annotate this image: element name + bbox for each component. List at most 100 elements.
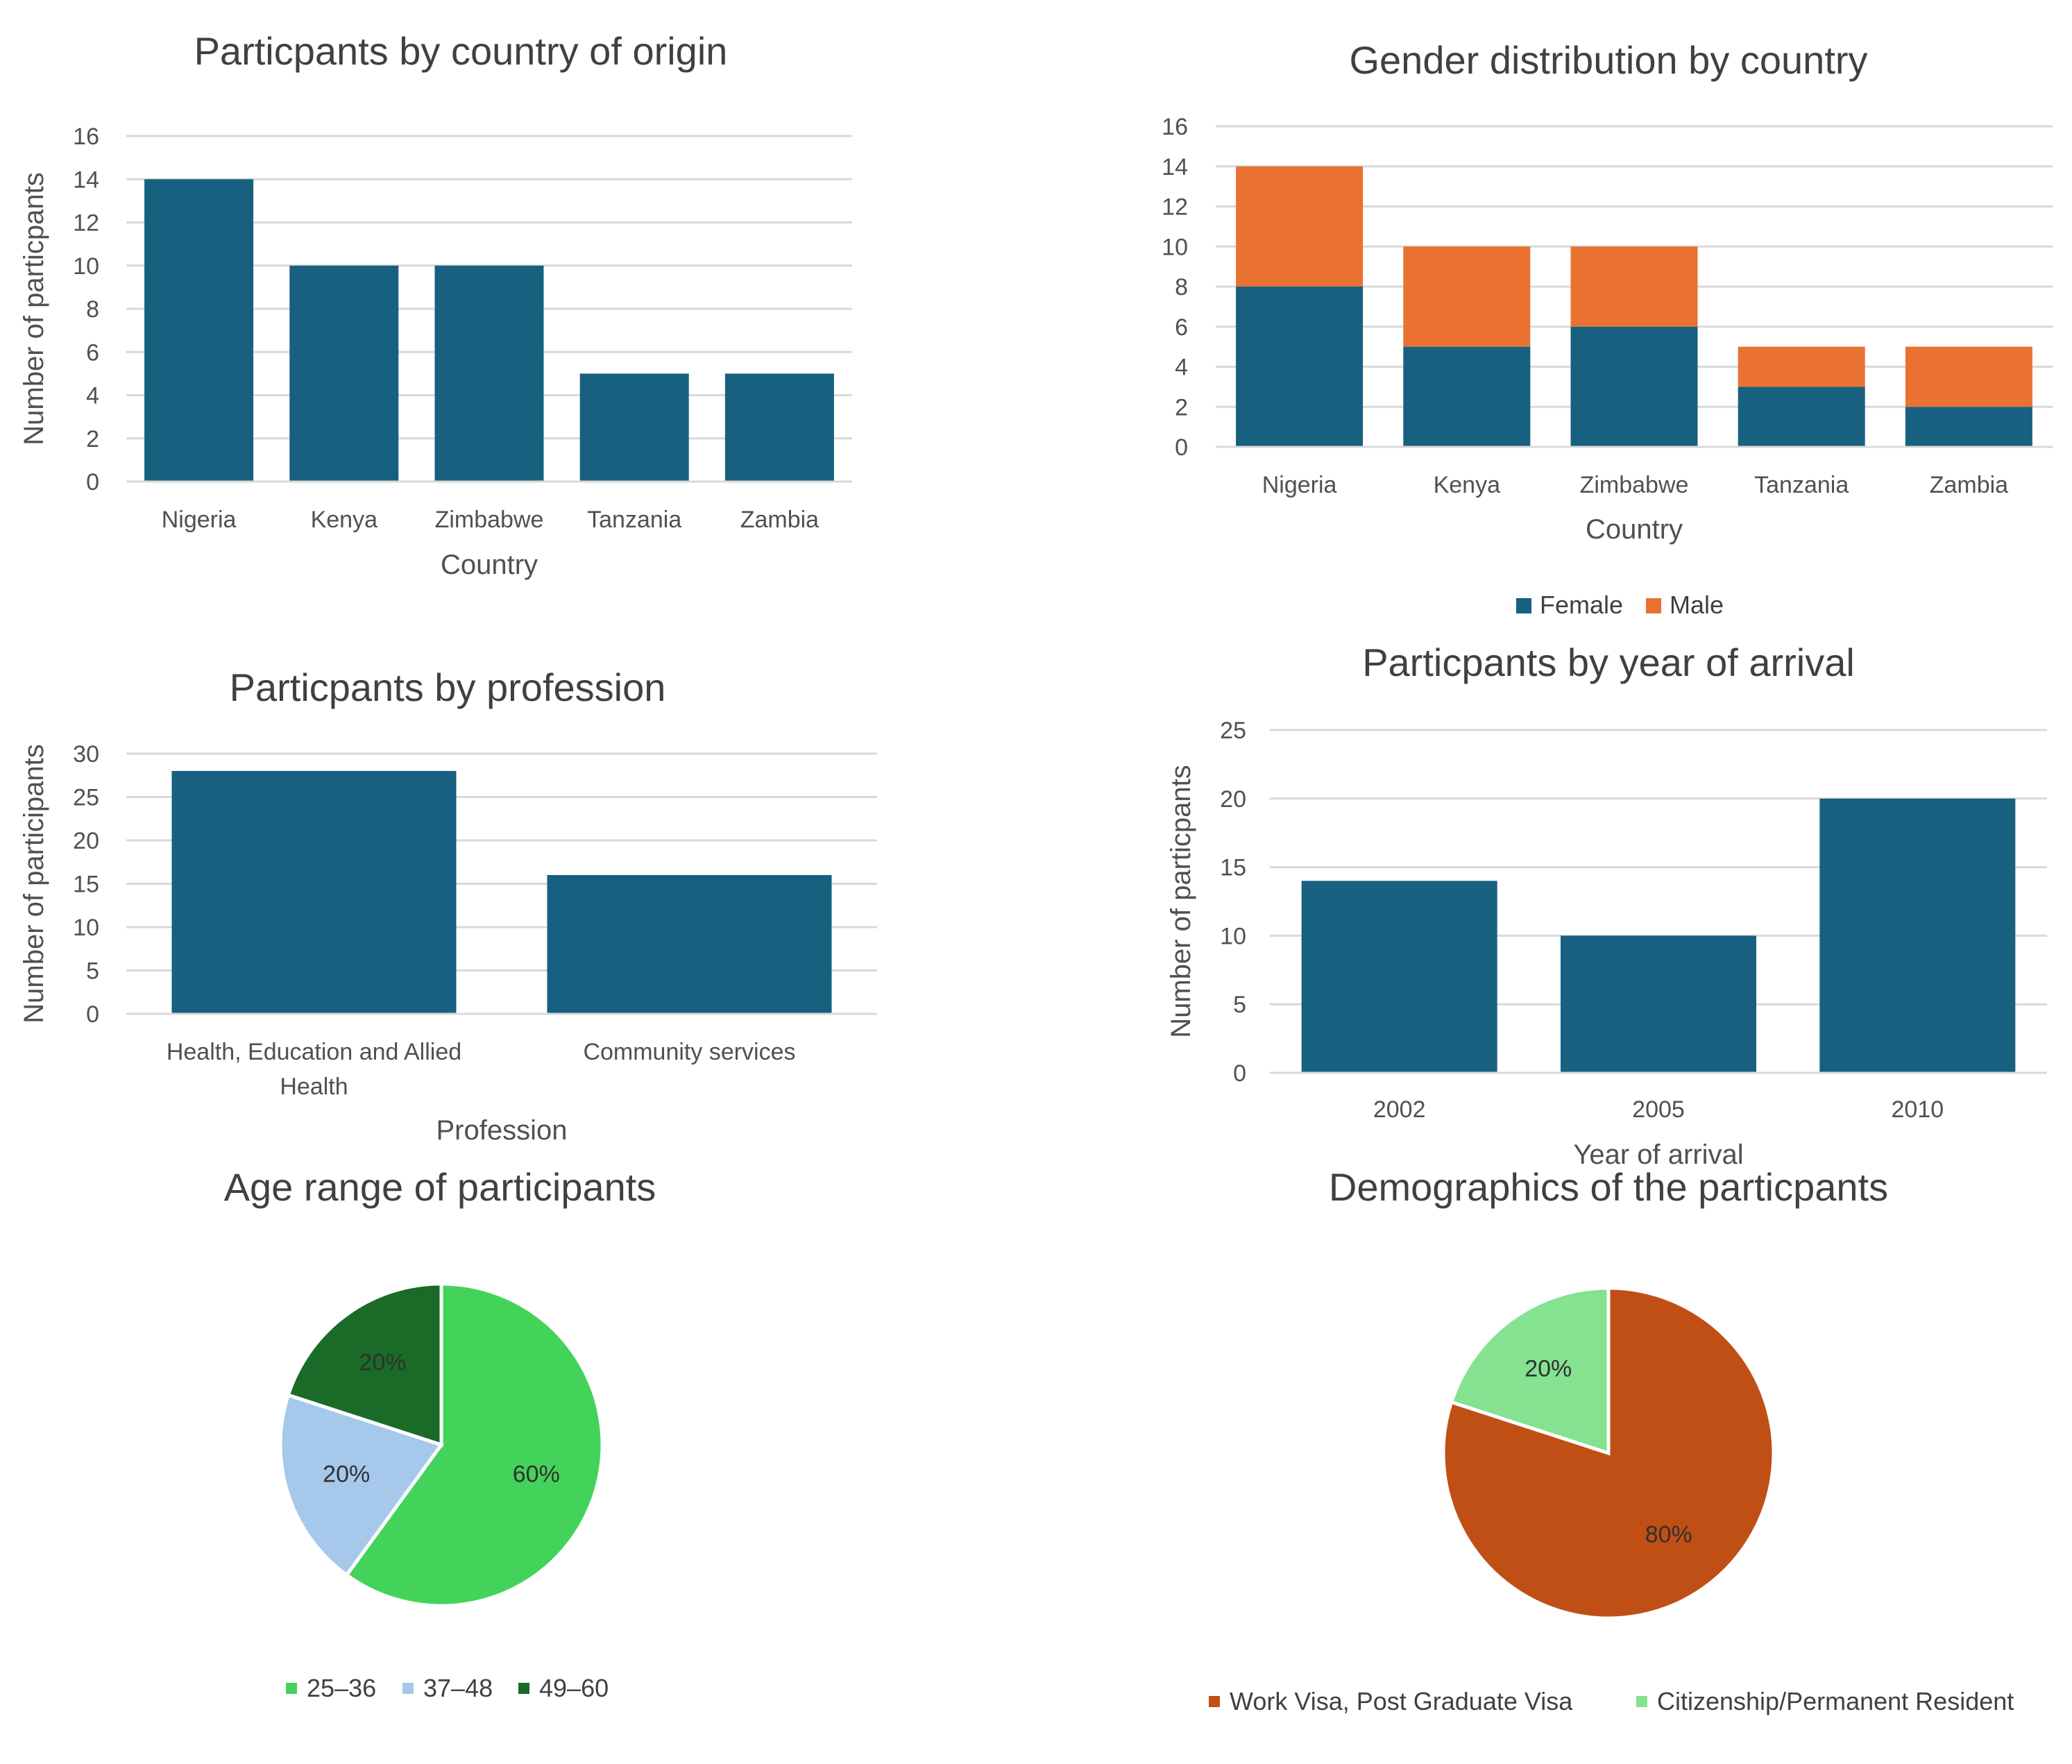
x-tick-label: 2002: [1373, 1096, 1426, 1123]
y-tick-label: 10: [1220, 923, 1246, 949]
bar-chart-2: Gender distribution by country 0 2 4 6 8 10 12 1…: [1162, 38, 2053, 619]
y-tick-label: 14: [1162, 154, 1188, 180]
bar-female: [1905, 407, 2032, 447]
bar-female: [1570, 326, 1698, 447]
x-tick-label: Kenya: [1434, 472, 1500, 498]
x-tick-label: Nigeria: [162, 507, 237, 533]
y-axis-label: Number of particpants: [1166, 765, 1196, 1038]
x-tick-label: Zambia: [740, 507, 819, 533]
legend-swatch: [518, 1683, 529, 1694]
legend-swatch: [402, 1683, 414, 1694]
y-tick-label: 0: [86, 469, 99, 495]
x-axis-label: Country: [1586, 514, 1683, 545]
legend-label: Work Visa, Post Graduate Visa: [1230, 1687, 1573, 1715]
x-axis-label: Year of arrival: [1573, 1139, 1743, 1170]
y-tick-label: 10: [73, 253, 99, 280]
y-tick-label: 4: [1175, 355, 1188, 381]
pie-slice: [1441, 1286, 1776, 1620]
y-tick-label: 0: [1175, 434, 1188, 461]
chart-title: Gender distribution by country: [1349, 38, 1867, 82]
bar-male: [1738, 346, 1865, 387]
bar-male: [1905, 346, 2032, 407]
legend-swatch: [286, 1683, 297, 1694]
legend-label: 49–60: [539, 1674, 609, 1702]
y-tick-label: 14: [73, 167, 99, 193]
legend-swatch: [1636, 1696, 1647, 1707]
y-tick-label: 10: [1162, 234, 1188, 260]
bar: [434, 265, 544, 482]
y-tick-label: 20: [73, 828, 99, 854]
legend-label: 25–36: [307, 1674, 376, 1702]
bar: [144, 179, 254, 482]
y-tick-label: 16: [73, 124, 99, 150]
legend-label-male: Male: [1670, 591, 1724, 619]
x-tick-label: Tanzania: [1754, 472, 1849, 498]
y-tick-label: 12: [73, 210, 99, 237]
y-tick-label: 15: [73, 872, 99, 898]
pie-value-label: 20%: [1525, 1356, 1572, 1382]
x-tick-label: Health, Education and Allied: [167, 1039, 461, 1065]
x-tick-label: 2005: [1632, 1096, 1685, 1123]
y-tick-label: 0: [1233, 1060, 1246, 1087]
x-tick-label: Zimbabwe: [1580, 472, 1689, 498]
x-tick-label: Kenya: [311, 507, 377, 533]
bar-male: [1570, 246, 1698, 327]
y-tick-label: 2: [86, 426, 99, 452]
pie-value-label: 20%: [359, 1350, 406, 1376]
y-tick-label: 20: [1220, 786, 1246, 813]
y-tick-label: 25: [73, 785, 99, 811]
y-tick-label: 16: [1162, 114, 1188, 140]
y-tick-label: 5: [1233, 992, 1246, 1018]
bar: [171, 771, 457, 1014]
x-axis-label: Profession: [436, 1115, 568, 1146]
x-tick-label: Zambia: [1930, 472, 2008, 498]
pie-value-label: 60%: [513, 1461, 560, 1487]
x-tick-label: Tanzania: [587, 507, 681, 533]
bar-chart-4: Particpants by year of arrival 0 5 10 15 20 25…: [1166, 641, 2047, 1170]
y-tick-label: 30: [73, 741, 99, 767]
legend-label: Citizenship/Permanent Resident: [1657, 1687, 2014, 1715]
y-tick-label: 5: [86, 958, 99, 985]
y-tick-label: 8: [86, 296, 99, 323]
legend-label: 37–48: [423, 1674, 493, 1702]
pie-value-label: 20%: [323, 1461, 370, 1487]
pie-slice: [1449, 1286, 1611, 1456]
chart-title: Age range of participants: [224, 1165, 656, 1209]
bar-female: [1403, 346, 1531, 447]
legend-label-female: Female: [1540, 591, 1623, 619]
bar: [547, 875, 832, 1014]
y-axis-label: Number of particpants: [19, 172, 49, 446]
bar: [1301, 881, 1497, 1073]
x-tick-label: Health: [280, 1074, 348, 1100]
bar: [1561, 935, 1756, 1073]
x-axis-label: Country: [441, 550, 538, 580]
chart-title: Demographics of the particpants: [1329, 1165, 1888, 1209]
pie-value-label: 80%: [1645, 1521, 1692, 1547]
bar-female: [1738, 387, 1865, 447]
y-tick-label: 15: [1220, 855, 1246, 881]
legend-swatch-male: [1646, 598, 1661, 613]
x-tick-label: Zimbabwe: [435, 507, 544, 533]
x-tick-label: Nigeria: [1262, 472, 1337, 498]
chart-title: Particpants by year of arrival: [1362, 641, 1855, 684]
chart-title: Particpants by country of origin: [194, 29, 728, 73]
y-axis-label: Number of participants: [19, 744, 49, 1023]
y-tick-label: 0: [86, 1001, 99, 1028]
x-tick-label: Community services: [583, 1039, 795, 1065]
bar-male: [1403, 246, 1531, 347]
y-tick-label: 6: [86, 339, 99, 366]
y-tick-label: 2: [1175, 394, 1188, 421]
y-tick-label: 4: [86, 383, 99, 409]
bar-chart-1: Particpants by country of origin 0 2 4 6 8 10 1…: [19, 29, 852, 580]
pie-chart-2: Demographics of the particpants 80% 20% Wor…: [1209, 1165, 2014, 1715]
bar: [289, 265, 399, 482]
bar-female: [1236, 287, 1364, 447]
y-tick-label: 12: [1162, 194, 1188, 221]
y-tick-label: 8: [1175, 274, 1188, 300]
bar: [579, 373, 689, 482]
y-tick-label: 10: [73, 915, 99, 941]
bar-chart-3: Particpants by profession 0 5 10 15 20 25 30 Hea…: [19, 665, 877, 1146]
pie-chart-1: Age range of participants 60% 20% 20% 25–36 3…: [224, 1165, 656, 1702]
bar: [1819, 798, 2016, 1073]
x-tick-label: 2010: [1892, 1096, 1944, 1123]
